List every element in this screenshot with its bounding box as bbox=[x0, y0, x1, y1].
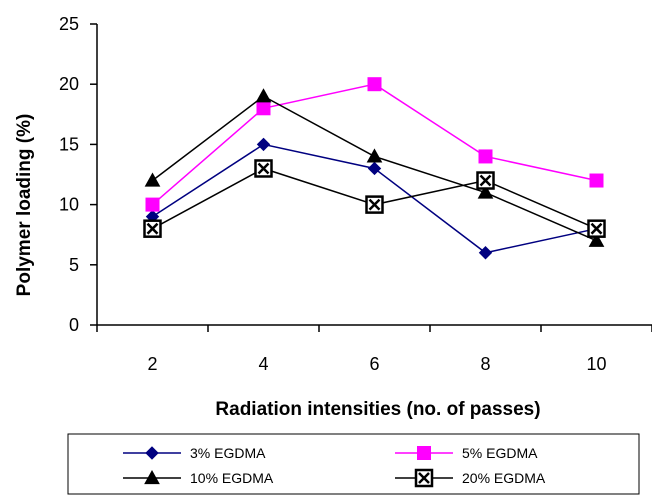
legend-marker bbox=[417, 446, 431, 460]
x-tick-label: 2 bbox=[147, 354, 157, 374]
data-point bbox=[589, 173, 604, 188]
legend-label: 20% EGDMA bbox=[462, 470, 546, 486]
legend-item: 10% EGDMA bbox=[123, 469, 274, 486]
data-point bbox=[367, 77, 382, 92]
data-point bbox=[365, 195, 384, 214]
series-3 bbox=[144, 88, 605, 247]
y-tick-label: 20 bbox=[59, 74, 79, 94]
legend-box bbox=[67, 433, 640, 495]
legend-item: 3% EGDMA bbox=[123, 445, 266, 461]
y-tick-label: 5 bbox=[69, 255, 79, 275]
x-axis-title: Radiation intensities (no. of passes) bbox=[215, 399, 540, 420]
axes bbox=[96, 24, 652, 326]
data-point bbox=[256, 137, 271, 152]
data-point bbox=[145, 197, 160, 212]
data-point bbox=[478, 149, 493, 164]
data-point bbox=[254, 159, 273, 178]
data-point bbox=[366, 148, 383, 163]
y-tick-label: 10 bbox=[59, 195, 79, 215]
data-point bbox=[143, 219, 162, 238]
data-point bbox=[256, 101, 271, 116]
x-ticks: 2 4 6 8 10 bbox=[96, 325, 652, 374]
x-tick-label: 8 bbox=[480, 354, 490, 374]
y-tick-label: 25 bbox=[59, 14, 79, 34]
legend-item: 5% EGDMA bbox=[395, 445, 538, 461]
data-point bbox=[478, 246, 493, 260]
data-point bbox=[477, 184, 494, 199]
legend-label: 3% EGDMA bbox=[190, 445, 266, 461]
legend-label: 5% EGDMA bbox=[462, 445, 538, 461]
y-axis-title: Polymer loading (%) bbox=[14, 114, 35, 297]
legend-marker bbox=[144, 469, 160, 485]
y-tick-label: 0 bbox=[69, 315, 79, 335]
data-point bbox=[255, 88, 272, 103]
series-2 bbox=[145, 77, 604, 212]
legend-label: 10% EGDMA bbox=[190, 470, 274, 486]
x-tick-label: 10 bbox=[586, 354, 606, 374]
series-layer bbox=[143, 77, 606, 260]
data-point bbox=[587, 219, 606, 238]
y-tick-label: 15 bbox=[59, 134, 79, 154]
legend-item: 20% EGDMA bbox=[395, 468, 546, 488]
data-point bbox=[144, 172, 161, 187]
legend-marker bbox=[414, 468, 434, 488]
data-point bbox=[367, 161, 382, 176]
y-ticks: 0 5 10 15 20 25 bbox=[59, 14, 97, 335]
legend: 3% EGDMA 5% EGDMA 10% EGDMA 20% EGDMA bbox=[67, 433, 640, 495]
data-point bbox=[476, 171, 495, 190]
data-point bbox=[588, 232, 605, 247]
legend-items: 3% EGDMA 5% EGDMA 10% EGDMA 20% EGDMA bbox=[123, 445, 546, 488]
x-tick-label: 4 bbox=[258, 354, 268, 374]
series-4 bbox=[143, 159, 606, 238]
legend-marker bbox=[145, 446, 159, 460]
series-line bbox=[152, 83, 597, 206]
x-tick-label: 6 bbox=[369, 354, 379, 374]
